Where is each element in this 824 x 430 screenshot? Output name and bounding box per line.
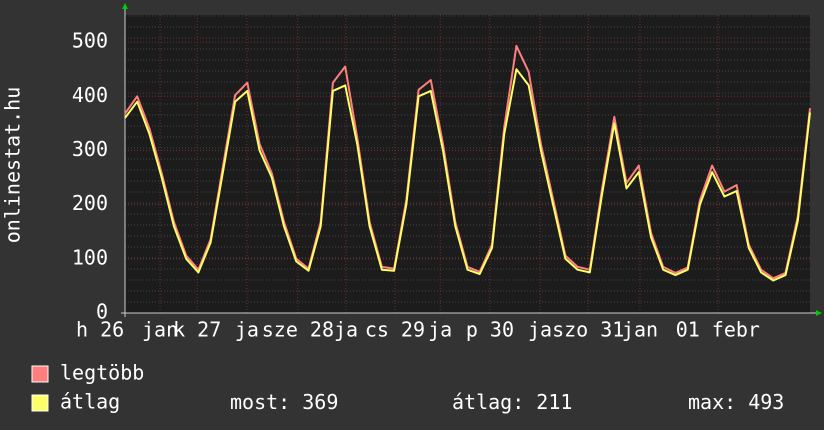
x-tick-label: p 30	[466, 318, 514, 342]
legend-swatch	[31, 394, 49, 412]
y-tick-label: 100	[72, 245, 108, 269]
stat-label: most:	[230, 390, 290, 414]
x-tick-label: szo 31	[552, 318, 624, 342]
stat-value: 493	[748, 390, 784, 414]
legend-swatch	[31, 365, 49, 383]
legend-label: átlag	[60, 390, 120, 414]
x-tick-label: 01 febr	[676, 318, 760, 342]
stat: max: 493	[688, 390, 784, 414]
y-tick-label: 200	[72, 191, 108, 215]
x-tick-label: h 26	[76, 318, 124, 342]
y-tick-label: 300	[72, 137, 108, 161]
series-line	[124, 68, 811, 282]
x-tick-label: ja	[428, 318, 452, 342]
x-tick-label: cs 29	[365, 318, 425, 342]
x-tick-label: jan	[142, 318, 178, 342]
y-tick-label: 500	[72, 29, 108, 53]
legend-label: legtöbb	[60, 361, 144, 385]
stat-value: 211	[536, 390, 572, 414]
axis-arrow	[122, 3, 128, 9]
stat-value: 369	[302, 390, 338, 414]
stat: most: 369	[230, 390, 338, 414]
stat-label: átlag:	[452, 390, 524, 414]
y-tick-label: 0	[96, 300, 108, 324]
x-tick-label: sze 28	[262, 318, 334, 342]
x-tick-label: jan	[622, 318, 658, 342]
x-tick-label: ja	[334, 318, 358, 342]
stat-label: max:	[688, 390, 736, 414]
axis-arrow	[816, 310, 822, 316]
x-tick-label: ja	[235, 318, 259, 342]
y-tick-label: 400	[72, 83, 108, 107]
stat: átlag: 211	[452, 390, 572, 414]
y-axis-label: onlinestat.hu	[1, 87, 25, 244]
x-tick-label: k 27	[173, 318, 221, 342]
x-tick-label: ja	[528, 318, 552, 342]
